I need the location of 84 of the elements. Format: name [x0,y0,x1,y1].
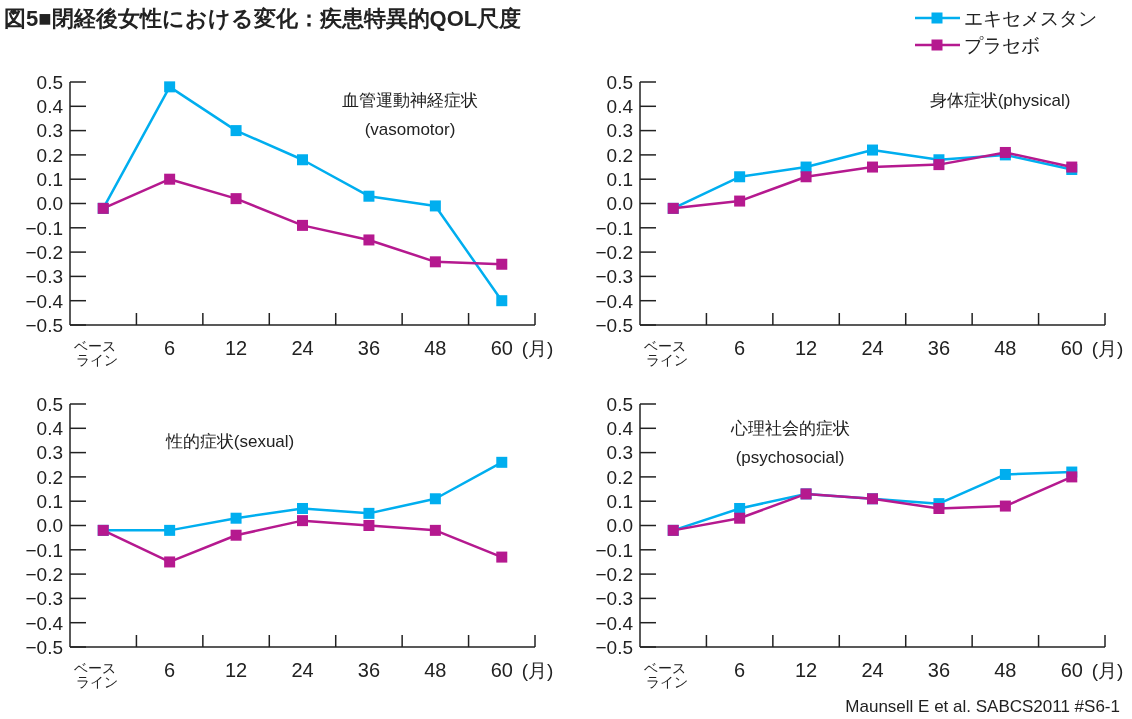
x-tick-label: 24 [291,659,314,681]
y-tick-label: 0.2 [36,466,63,488]
y-tick-label: −0.1 [595,539,633,561]
x-tick-label: 48 [424,659,447,681]
y-tick-label: 0.1 [36,491,63,513]
y-tick-label: 0.0 [606,193,633,215]
y-tick-label: 0.2 [606,466,633,488]
x-tick-label: 48 [424,337,447,359]
x-tick-label: 60 [1060,337,1083,359]
y-tick-label: 0.3 [606,442,633,464]
x-tick-label: ベースライン [74,338,119,369]
y-tick-label: 0.5 [36,393,63,415]
x-axis-title: (月) [1091,660,1124,681]
y-tick-label: 0.3 [606,120,633,142]
x-tick-label: 36 [927,337,951,359]
text: Maunsell E et al. SABCS2011 #S6-1 [845,697,1120,716]
chart-title: 図5■閉経後女性における変化：疾患特異的QOL尺度 [4,6,522,31]
y-tick-label: −0.3 [595,588,633,610]
y-tick-label: 0.4 [36,96,64,118]
y-tick-label: −0.1 [25,539,63,561]
x-tick-label: 6 [734,659,746,681]
x-tick-label: 12 [224,659,248,681]
legend-label: エキセメスタン [964,7,1097,29]
y-tick-label: 0.2 [606,144,633,166]
x-tick-label: 12 [224,337,248,359]
y-tick-label: 0.3 [36,442,63,464]
x-tick-label: 24 [861,337,884,359]
x-axis-title: (月) [1091,338,1124,359]
text: 性的症状(sexual) [164,432,295,451]
x-tick-label: 12 [794,659,818,681]
x-tick-label: 6 [734,337,746,359]
y-tick-label: 0.1 [606,491,633,513]
x-tick-label: 6 [164,337,176,359]
x-tick-label: 60 [490,337,513,359]
y-tick-label: −0.3 [25,588,63,610]
y-tick-label: 0.5 [606,71,633,93]
y-tick-label: 0.4 [606,418,634,440]
y-tick-label: −0.4 [25,290,64,312]
text: 血管運動神経症状 (vasomotor) [342,91,478,139]
y-tick-label: −0.5 [25,314,63,336]
y-tick-label: −0.2 [25,241,63,263]
y-tick-label: −0.5 [595,636,633,658]
x-tick-label: 48 [994,659,1017,681]
y-tick-label: −0.4 [25,612,64,634]
x-tick-label: 60 [490,659,513,681]
y-tick-label: 0.1 [36,169,63,191]
y-tick-label: −0.3 [595,266,633,288]
x-axis-title: (月) [521,338,554,359]
x-tick-label: ベースライン [74,660,119,691]
x-tick-label: 36 [357,659,381,681]
y-tick-label: 0.4 [606,96,634,118]
y-tick-label: −0.2 [25,563,63,585]
y-tick-label: 0.0 [36,515,63,537]
y-tick-label: −0.5 [595,314,633,336]
x-axis-title: (月) [521,660,554,681]
y-tick-label: 0.5 [36,71,63,93]
y-tick-label: −0.4 [595,612,634,634]
legend-label: プラセボ [964,34,1040,56]
x-tick-label: 24 [291,337,314,359]
x-tick-label: ベースライン [644,338,689,369]
x-tick-label: 60 [1060,659,1083,681]
y-tick-label: 0.0 [36,193,63,215]
x-tick-label: 48 [994,337,1017,359]
x-tick-label: ベースライン [644,660,689,691]
text: 身体症状(physical) [929,91,1071,110]
x-tick-label: 36 [357,337,381,359]
x-tick-label: 12 [794,337,818,359]
y-tick-label: −0.2 [595,563,633,585]
y-tick-label: 0.4 [36,418,64,440]
y-tick-label: −0.4 [595,290,634,312]
y-tick-label: 0.1 [606,169,633,191]
y-tick-label: 0.3 [36,120,63,142]
y-tick-label: 0.5 [606,393,633,415]
x-tick-label: 24 [861,659,884,681]
y-tick-label: −0.3 [25,266,63,288]
text: 心理社会的症状 (psychosocial) [729,419,850,467]
y-tick-label: 0.0 [606,515,633,537]
y-tick-label: −0.1 [25,217,63,239]
y-tick-label: −0.5 [25,636,63,658]
y-tick-label: −0.1 [595,217,633,239]
x-tick-label: 36 [927,659,951,681]
y-tick-label: 0.2 [36,144,63,166]
x-tick-label: 6 [164,659,176,681]
y-tick-label: −0.2 [595,241,633,263]
